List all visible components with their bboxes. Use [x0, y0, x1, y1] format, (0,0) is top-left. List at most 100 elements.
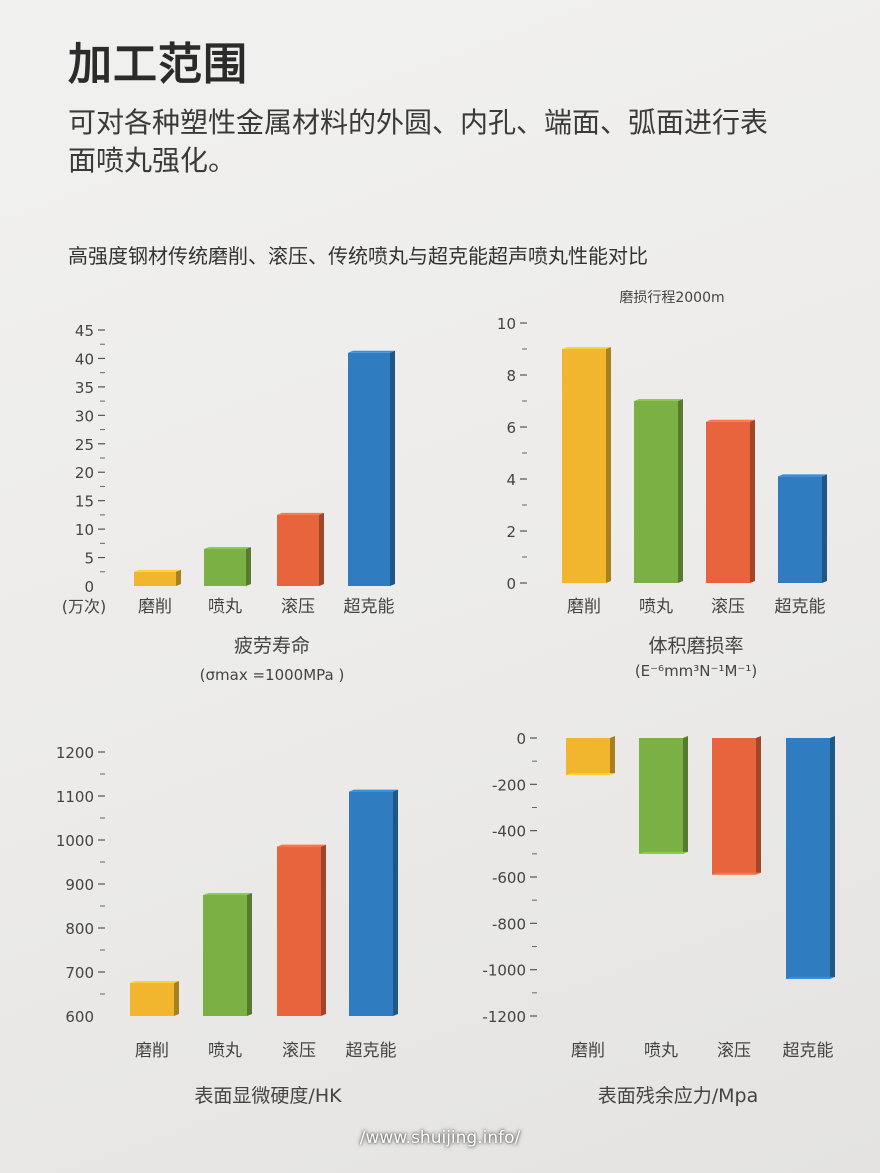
bar-喷丸 — [634, 401, 678, 583]
page-title: 加工范围 — [68, 39, 248, 90]
bar-side — [393, 789, 398, 1016]
x-category-label: 喷丸 — [208, 1041, 242, 1061]
y-tick-label: 700 — [65, 964, 94, 982]
bar-top — [778, 474, 827, 477]
x-category-label: 滚压 — [281, 597, 315, 617]
chart-title: 体积磨损率 — [648, 635, 743, 657]
bar-喷丸 — [203, 895, 247, 1016]
chart-title: 表面显微硬度/HK — [194, 1085, 342, 1107]
bar-磨削 — [130, 983, 174, 1016]
y-tick-label: 45 — [75, 322, 94, 340]
x-category-label: 喷丸 — [644, 1041, 678, 1061]
bar-喷丸 — [204, 549, 246, 586]
bar-side — [610, 736, 615, 776]
bar-side — [606, 347, 611, 583]
y-tick-label: 1200 — [56, 744, 94, 762]
bar-bottom — [639, 851, 688, 854]
y-tick-label: -200 — [492, 776, 526, 794]
bar-滚压 — [277, 514, 319, 586]
bar-bottom — [566, 773, 615, 776]
y-tick-label: 0 — [84, 578, 94, 596]
x-category-label: 喷丸 — [639, 597, 673, 617]
unit-label: (万次) — [62, 597, 107, 616]
bar-top — [349, 789, 398, 792]
chart-surface-hardness: 600 700 800 900 1000 1100 1200 磨削 喷丸 滚压 超克能表面显微硬度/… — [56, 744, 398, 1107]
y-tick-label: 20 — [75, 464, 94, 482]
x-category-label: 滚压 — [282, 1041, 316, 1061]
bar-side — [174, 981, 179, 1016]
x-category-label: 超克能 — [344, 597, 395, 617]
bar-bottom — [712, 872, 761, 875]
chart-annotation: 磨损行程2000m — [619, 290, 724, 306]
bar-top — [130, 981, 179, 983]
chart-residual-stress: 0 -200 -400 -600 -800 -1000 -1200 磨削 喷丸 滚压 超克能表面残余… — [482, 730, 835, 1107]
bar-side — [756, 736, 761, 875]
chart-subtitle: (E⁻⁶mm³N⁻¹M⁻¹) — [635, 662, 757, 680]
chart-fatigue-life: 0 5 10 15 20 25 30 35 40 45 磨削 喷丸 滚压 超克能 (万次) 疲劳寿命 (σmax… — [62, 322, 395, 684]
y-tick-label: 5 — [84, 550, 94, 568]
x-category-label: 磨削 — [571, 1041, 605, 1061]
y-tick-label: 600 — [65, 1008, 94, 1026]
x-category-label: 超克能 — [775, 597, 826, 617]
bar-磨削 — [134, 571, 176, 586]
x-category-label: 喷丸 — [208, 597, 242, 617]
y-tick-label: 800 — [65, 920, 94, 938]
bar-top — [204, 547, 251, 550]
bar-side — [683, 736, 688, 854]
bar-磨削 — [566, 738, 610, 776]
bar-side — [247, 893, 252, 1016]
x-category-label: 磨削 — [138, 597, 172, 617]
bar-top — [634, 399, 683, 401]
bar-bottom — [786, 976, 835, 979]
bar-超克能 — [349, 791, 393, 1016]
y-tick-label: 0 — [506, 575, 516, 593]
y-tick-label: -1200 — [482, 1008, 526, 1026]
bar-top — [562, 347, 611, 349]
bar-top — [706, 419, 755, 422]
y-tick-label: 8 — [506, 367, 516, 385]
bar-side — [822, 474, 827, 583]
bar-超克能 — [348, 352, 390, 586]
x-category-label: 磨削 — [567, 597, 601, 617]
y-tick-label: 1100 — [56, 788, 94, 806]
bar-side — [830, 736, 835, 979]
bar-side — [246, 547, 251, 586]
y-tick-label: 0 — [516, 730, 526, 748]
y-tick-label: 15 — [75, 493, 94, 511]
y-tick-label: 40 — [75, 350, 94, 368]
x-category-label: 滚压 — [711, 597, 745, 617]
y-tick-label: -1000 — [482, 962, 526, 980]
bar-滚压 — [277, 846, 321, 1016]
y-tick-label: -600 — [492, 869, 526, 887]
y-tick-label: 900 — [65, 876, 94, 894]
bar-超克能 — [778, 476, 822, 583]
bar-超克能 — [786, 738, 830, 979]
bar-side — [176, 569, 181, 586]
bar-喷丸 — [639, 738, 683, 854]
bar-side — [321, 844, 326, 1016]
bar-磨削 — [562, 349, 606, 583]
bar-top — [134, 569, 181, 572]
page-subtitle: 可对各种塑性金属材料的外圆、内孔、端面、弧面进行表面喷丸强化。 — [68, 106, 769, 177]
y-tick-label: 10 — [497, 315, 516, 333]
y-tick-label: 1000 — [56, 832, 94, 850]
x-category-label: 超克能 — [783, 1041, 834, 1061]
y-tick-label: 30 — [75, 407, 94, 425]
bar-top — [277, 512, 324, 515]
bar-top — [277, 844, 326, 847]
bar-滚压 — [712, 738, 756, 875]
y-tick-label: -400 — [492, 823, 526, 841]
bar-side — [319, 512, 324, 586]
y-tick-label: 4 — [506, 471, 516, 489]
y-tick-label: 25 — [75, 436, 94, 454]
x-category-label: 超克能 — [346, 1041, 397, 1061]
comparison-title: 高强度钢材传统磨削、滚压、传统喷丸与超克能超声喷丸性能对比 — [68, 244, 648, 268]
y-tick-label: 2 — [506, 523, 516, 541]
footer-watermark: /www.shuijing.info/ — [359, 1128, 521, 1148]
bar-side — [750, 419, 755, 583]
chart-subtitle: (σmax =1000MPa ) — [200, 666, 345, 684]
y-tick-label: 10 — [75, 521, 94, 539]
bar-side — [390, 350, 395, 586]
